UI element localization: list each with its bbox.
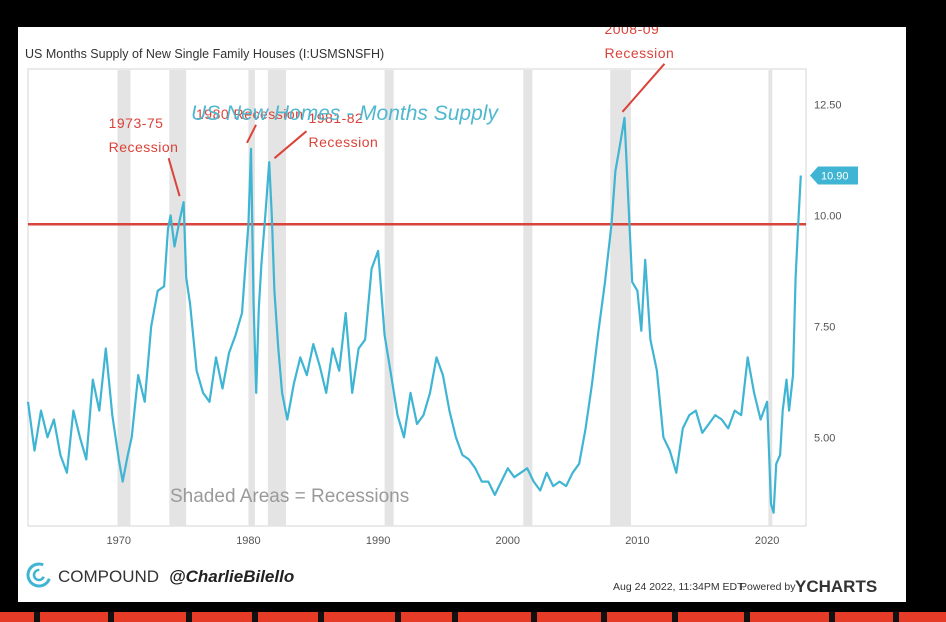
x-tick-label: 2010 [625,535,649,547]
y-tick-label: 10.00 [814,210,842,222]
compound-logo [26,562,52,588]
stripe-divider [34,612,40,622]
stripe-divider [452,612,458,622]
last-value-label: 10.90 [821,170,849,182]
recession-band [523,70,533,526]
timestamp: Aug 24 2022, 11:34PM EDT. [613,581,745,593]
annotation-label: Recession [604,45,674,61]
series-line [26,116,802,514]
powered-by-label: Powered by [740,581,796,593]
annotation-arrow [246,124,257,144]
brand-name: COMPOUND [58,567,159,586]
stripe-divider [601,612,607,622]
y-tick-label: 7.50 [814,321,835,333]
stripe-divider [108,612,114,622]
compound-logo-icon-inner [32,568,46,582]
chart-svg: 1970 1980 1990 2000 2010 2020 5.00 7.50 10.00 12… [25,27,877,596]
last-value-badge: 10.90 [810,166,858,185]
recession-shading-layer [117,70,773,526]
stripe-divider [672,612,678,622]
recession-band [384,70,394,526]
stripe-divider [186,612,192,622]
y-axis-ticks: 5.00 7.50 10.00 12.50 [814,99,842,444]
stripe-divider [318,612,324,622]
x-axis-ticks: 1970 1980 1990 2000 2010 2020 [107,535,780,547]
annotation-label: 1981-82 [308,110,363,126]
x-tick-label: 1970 [107,535,131,547]
chart-panel: 1970 1980 1990 2000 2010 2020 5.00 7.50 10.00 12… [18,27,906,602]
stripe-divider [395,612,401,622]
stripe-divider [829,612,835,622]
chart-subtitle: US New Homes - Months Supply [191,102,499,125]
y-tick-label: 5.00 [814,432,835,444]
stripe-divider [744,612,750,622]
chart-title: US Months Supply of New Single Family Ho… [25,47,384,61]
recession-band [267,70,287,526]
compound-logo-icon [26,562,52,588]
annotation-label: 1973-75 [109,115,164,131]
last-value-badge-shape [810,166,858,185]
y-tick-label: 12.50 [814,99,842,111]
annotation-label: 1980 Recession [196,106,303,122]
x-tick-label: 1990 [366,535,390,547]
x-tick-label: 2000 [496,535,520,547]
recession-annotations: 1973-75 Recession 1980 Recession 1981-82 Rec… [109,27,674,197]
recession-band [248,70,255,526]
annotation-label: Recession [308,134,378,150]
plot-area [27,68,807,527]
recession-band [117,70,131,526]
annotation-arrow [167,157,181,197]
annotation-arrow [273,130,308,159]
brand-handle: @CharlieBilello [169,567,294,586]
stripe-divider [531,612,537,622]
bottom-red-stripe [0,612,946,622]
x-tick-label: 2020 [755,535,779,547]
annotation-label: 2008-09 [604,27,659,37]
provider-logo: YCHARTS [795,577,877,596]
recession-band [169,70,187,526]
recession-note: Shaded Areas = Recessions [170,486,409,507]
annotation-label: Recession [109,139,179,155]
annotation-arrow [621,63,666,113]
stripe-divider [252,612,258,622]
recession-band [768,70,773,526]
stripe-divider [893,612,899,622]
x-tick-label: 1980 [236,535,260,547]
